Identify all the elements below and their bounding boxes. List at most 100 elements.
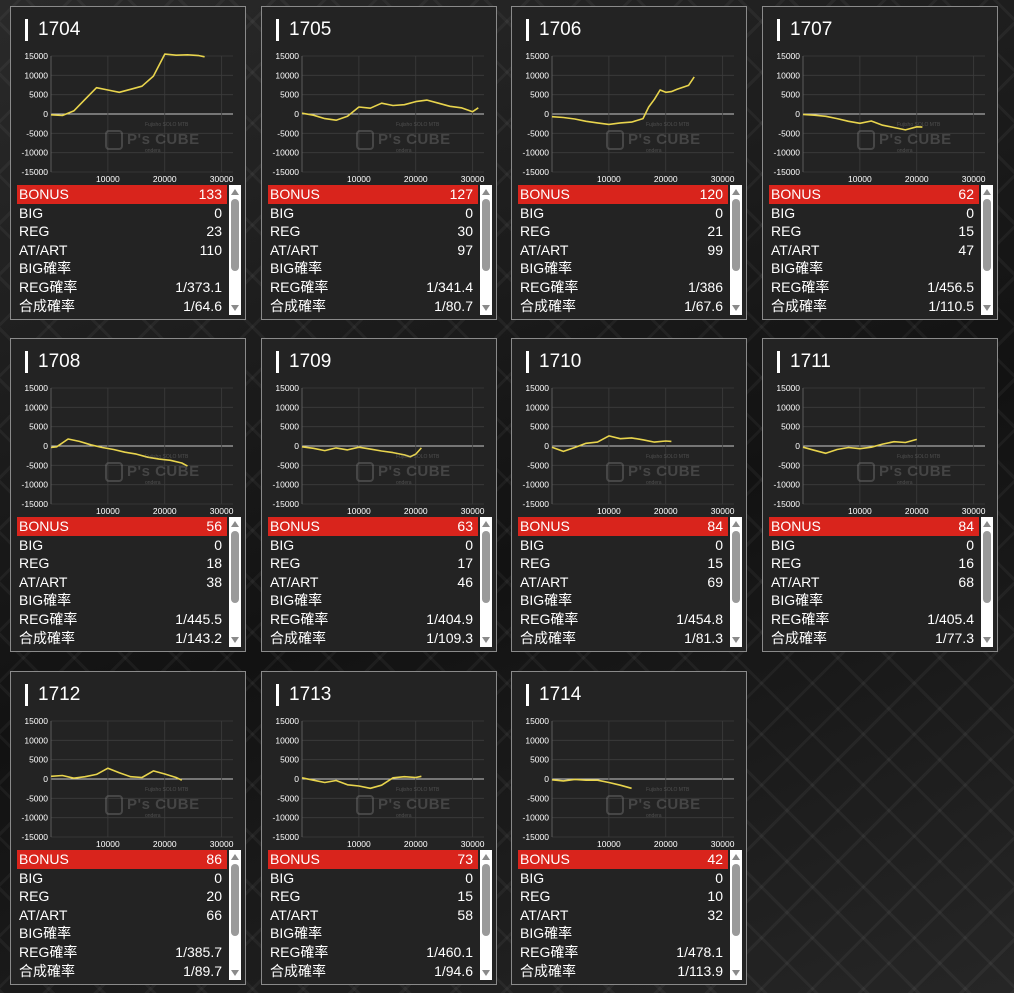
- scroll-up-arrow-icon[interactable]: [482, 521, 490, 527]
- total-rate-row: 合成確率 1/81.3: [518, 629, 728, 648]
- machine-card-1708[interactable]: 1708 15000 10000 5000 0 -5000 -10000 -15000 100…: [10, 338, 246, 652]
- scroll-down-arrow-icon[interactable]: [482, 970, 490, 976]
- scroll-thumb[interactable]: [482, 531, 490, 603]
- scroll-thumb[interactable]: [231, 531, 239, 603]
- y-tick-label: 0: [544, 109, 549, 119]
- scroll-up-arrow-icon[interactable]: [231, 189, 239, 195]
- machine-card-1707[interactable]: 1707 15000 10000 5000 0 -5000 -10000 -15000 100…: [762, 6, 998, 320]
- total-rate-row: 合成確率 1/67.6: [518, 297, 728, 316]
- stats-scrollbar[interactable]: [480, 185, 492, 315]
- scroll-down-arrow-icon[interactable]: [983, 637, 991, 643]
- machine-card-1714[interactable]: 1714 15000 10000 5000 0 -5000 -10000 -15000 100…: [511, 671, 747, 985]
- scroll-thumb[interactable]: [231, 199, 239, 271]
- scroll-up-arrow-icon[interactable]: [732, 189, 740, 195]
- atart-value: 68: [958, 573, 974, 590]
- scroll-down-arrow-icon[interactable]: [482, 305, 490, 311]
- big-label: BIG: [520, 869, 545, 886]
- big-row: BIG 0: [268, 869, 478, 888]
- reg-label: REG: [771, 555, 802, 572]
- stats-scrollbar[interactable]: [981, 517, 993, 647]
- y-tick-label: 15000: [525, 716, 549, 726]
- machine-card-1709[interactable]: 1709 15000 10000 5000 0 -5000 -10000 -15000 100…: [261, 338, 497, 652]
- stats-scrollbar[interactable]: [730, 850, 742, 980]
- stats-scrollbar[interactable]: [229, 185, 241, 315]
- scroll-down-arrow-icon[interactable]: [231, 970, 239, 976]
- atart-row: AT/ART 97: [268, 241, 478, 260]
- stats-scrollbar[interactable]: [229, 850, 241, 980]
- reg-rate-row: REG確率 1/405.4: [769, 610, 979, 629]
- bonus-value: 42: [707, 851, 723, 867]
- machine-card-1704[interactable]: 1704 15000 10000 5000 0 -5000 -10000 -15000 100…: [10, 6, 246, 320]
- reg-label: REG: [19, 555, 50, 572]
- big-rate-row: BIG確率: [518, 591, 728, 610]
- scroll-down-arrow-icon[interactable]: [983, 305, 991, 311]
- scroll-up-arrow-icon[interactable]: [983, 189, 991, 195]
- bonus-row: BONUS 73: [268, 850, 478, 869]
- stats-list: BONUS 62 BIG 0 REG 15 AT/ART 47 BIG確率 REG確率 1…: [769, 185, 979, 315]
- stats-list: BONUS 127 BIG 0 REG 30 AT/ART 97 BIG確率 REG確率…: [268, 185, 478, 315]
- reg-rate-value: 1/478.1: [676, 943, 723, 960]
- total-rate-value: 1/143.2: [175, 629, 222, 646]
- atart-value: 38: [206, 573, 222, 590]
- big-value: 0: [214, 204, 222, 221]
- machine-card-1706[interactable]: 1706 15000 10000 5000 0 -5000 -10000 -15000 100…: [511, 6, 747, 320]
- bonus-row: BONUS 120: [518, 185, 728, 204]
- scroll-up-arrow-icon[interactable]: [482, 854, 490, 860]
- machine-card-1711[interactable]: 1711 15000 10000 5000 0 -5000 -10000 -15000 100…: [762, 338, 998, 652]
- reg-rate-label: REG確率: [771, 278, 830, 295]
- big-rate-label: BIG確率: [520, 592, 573, 609]
- total-rate-label: 合成確率: [771, 629, 827, 646]
- big-rate-row: BIG確率: [518, 924, 728, 943]
- stats-scrollbar[interactable]: [730, 185, 742, 315]
- y-tick-label: -5000: [527, 793, 549, 803]
- stats-scrollbar[interactable]: [480, 850, 492, 980]
- big-rate-label: BIG確率: [19, 925, 72, 942]
- scroll-thumb[interactable]: [231, 864, 239, 936]
- stats-scrollbar[interactable]: [229, 517, 241, 647]
- scroll-up-arrow-icon[interactable]: [732, 521, 740, 527]
- total-rate-label: 合成確率: [270, 629, 326, 646]
- scroll-up-arrow-icon[interactable]: [231, 521, 239, 527]
- scroll-down-arrow-icon[interactable]: [482, 637, 490, 643]
- reg-row: REG 23: [17, 222, 227, 241]
- scroll-up-arrow-icon[interactable]: [231, 854, 239, 860]
- scroll-thumb[interactable]: [983, 531, 991, 603]
- scroll-thumb[interactable]: [983, 199, 991, 271]
- machine-card-1712[interactable]: 1712 15000 10000 5000 0 -5000 -10000 -15000 100…: [10, 671, 246, 985]
- stats-scrollbar[interactable]: [981, 185, 993, 315]
- atart-value: 66: [206, 906, 222, 923]
- y-tick-label: 0: [544, 774, 549, 784]
- scroll-down-arrow-icon[interactable]: [231, 305, 239, 311]
- scroll-up-arrow-icon[interactable]: [732, 854, 740, 860]
- x-tick-label: 10000: [597, 174, 621, 183]
- scroll-thumb[interactable]: [482, 199, 490, 271]
- big-rate-label: BIG確率: [270, 592, 323, 609]
- stats-list: BONUS 73 BIG 0 REG 15 AT/ART 58 BIG確率 REG確率 1…: [268, 850, 478, 980]
- scroll-down-arrow-icon[interactable]: [231, 637, 239, 643]
- scroll-down-arrow-icon[interactable]: [732, 970, 740, 976]
- reg-value: 23: [206, 223, 222, 240]
- big-label: BIG: [19, 869, 44, 886]
- slump-chart: 15000 10000 5000 0 -5000 -10000 -15000 10000 200…: [771, 47, 993, 183]
- y-tick-label: 15000: [275, 383, 299, 393]
- x-tick-label: 30000: [962, 174, 986, 183]
- stats-scrollbar[interactable]: [480, 517, 492, 647]
- scroll-thumb[interactable]: [732, 864, 740, 936]
- scroll-thumb[interactable]: [482, 864, 490, 936]
- scroll-up-arrow-icon[interactable]: [983, 521, 991, 527]
- bonus-row: BONUS 62: [769, 185, 979, 204]
- y-tick-label: -5000: [778, 460, 800, 470]
- reg-rate-row: REG確率 1/454.8: [518, 610, 728, 629]
- scroll-thumb[interactable]: [732, 199, 740, 271]
- scroll-down-arrow-icon[interactable]: [732, 305, 740, 311]
- stats-scrollbar[interactable]: [730, 517, 742, 647]
- scroll-thumb[interactable]: [732, 531, 740, 603]
- machine-card-1705[interactable]: 1705 15000 10000 5000 0 -5000 -10000 -15000 100…: [261, 6, 497, 320]
- machine-card-1710[interactable]: 1710 15000 10000 5000 0 -5000 -10000 -15000 100…: [511, 338, 747, 652]
- scroll-up-arrow-icon[interactable]: [482, 189, 490, 195]
- big-value: 0: [715, 536, 723, 553]
- machine-card-1713[interactable]: 1713 15000 10000 5000 0 -5000 -10000 -15000 100…: [261, 671, 497, 985]
- y-tick-label: 15000: [525, 383, 549, 393]
- scroll-down-arrow-icon[interactable]: [732, 637, 740, 643]
- y-tick-label: -15000: [523, 167, 550, 177]
